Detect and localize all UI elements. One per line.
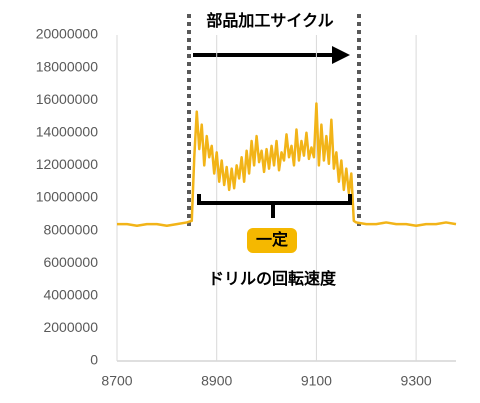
y-tick-label: 6000000 — [43, 254, 98, 270]
x-tick-label: 8900 — [201, 373, 232, 389]
x-tick-label: 9300 — [401, 373, 432, 389]
y-tick-label: 12000000 — [36, 156, 99, 172]
y-tick-label: 0 — [90, 352, 98, 368]
y-tick-label: 18000000 — [36, 58, 99, 74]
y-tick-label: 16000000 — [36, 91, 99, 107]
series-line — [117, 102, 457, 227]
bracket — [197, 194, 352, 218]
cycle-label: 部品加工サイクル — [206, 11, 333, 30]
constant-label: 一定 — [256, 230, 288, 249]
x-tick-label: 9100 — [301, 373, 332, 389]
y-tick-label: 8000000 — [43, 221, 98, 237]
y-tick-label: 2000000 — [43, 319, 98, 335]
series-label: ドリルの回転速度 — [208, 269, 337, 288]
y-tick-label: 4000000 — [43, 287, 98, 303]
y-tick-label: 20000000 — [36, 26, 99, 42]
plot — [116, 35, 457, 361]
arrow-head — [332, 46, 350, 64]
y-tick-label: 14000000 — [36, 124, 99, 140]
y-tick-label: 10000000 — [36, 189, 99, 205]
x-tick-label: 8700 — [101, 373, 132, 389]
constant-badge — [247, 228, 297, 253]
